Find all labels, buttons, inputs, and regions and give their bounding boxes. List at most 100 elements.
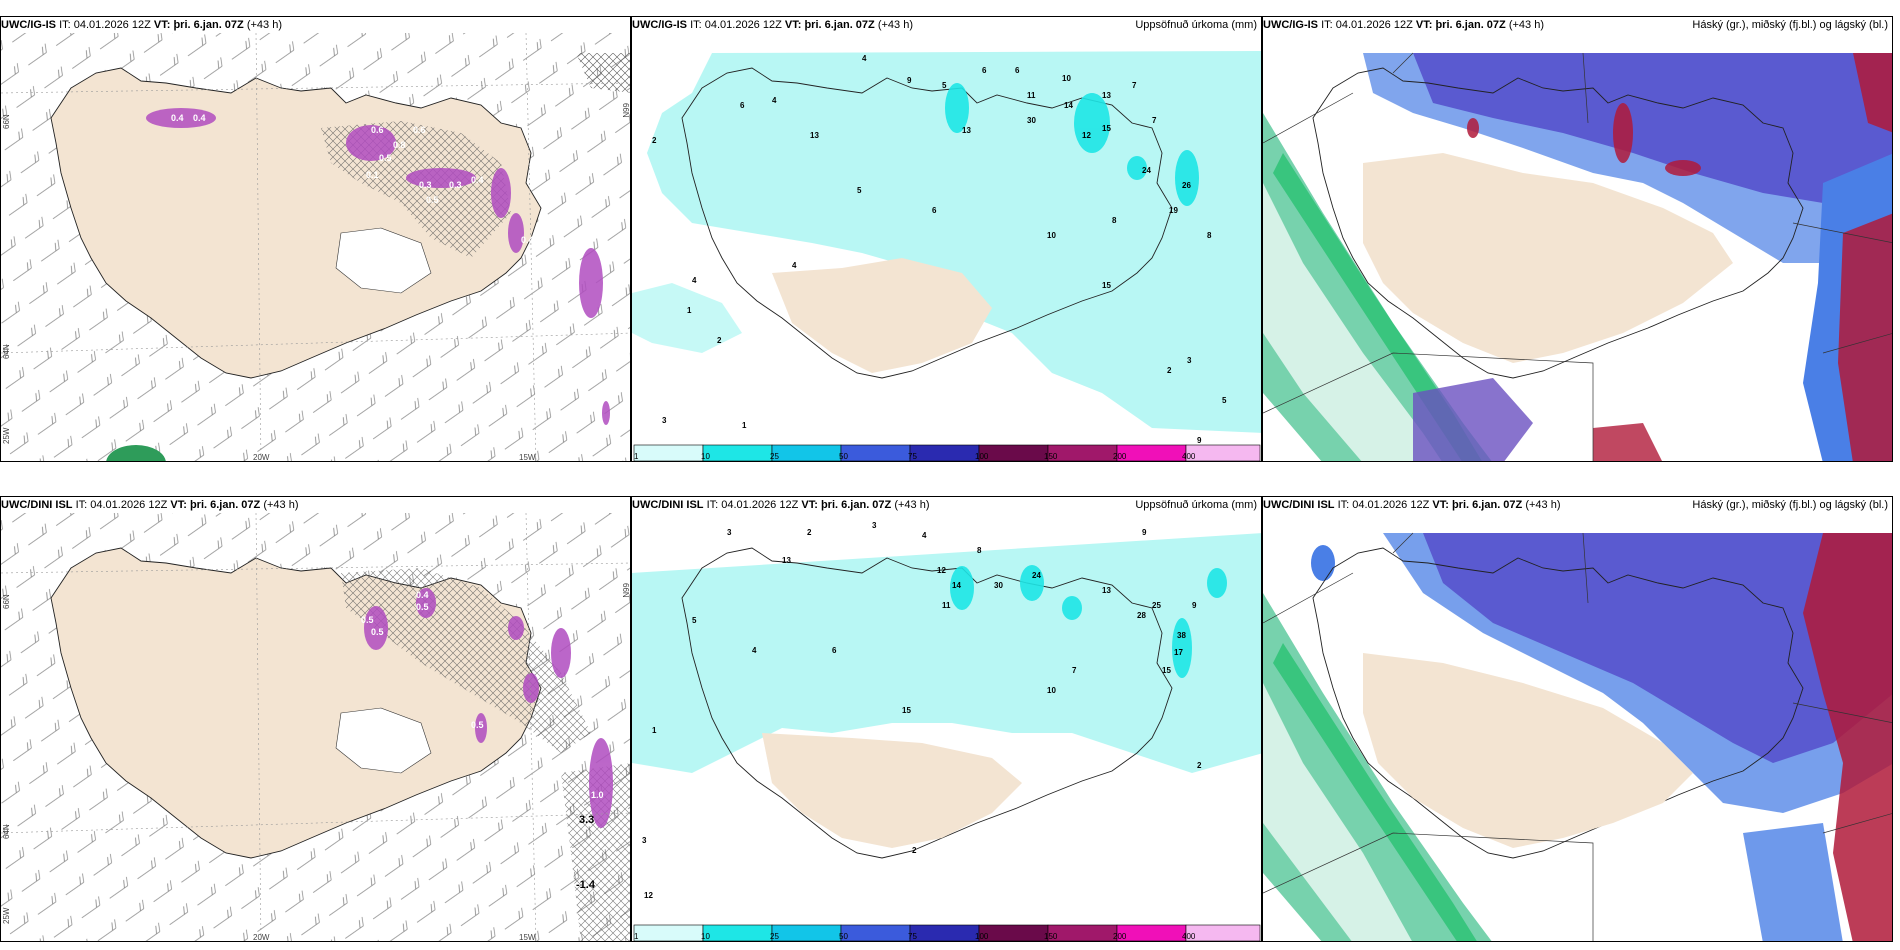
vt-value: þri. 6.jan. 07Z (1435, 19, 1506, 31)
precip-value: 1.0 (591, 790, 604, 800)
accum-value: 10 (1047, 231, 1056, 240)
vt-value: þri. 6.jan. 07Z (804, 19, 875, 31)
land-bare (772, 258, 992, 373)
colorbar (633, 444, 1261, 461)
panel-title: UWC/IG-IS IT: 04.01.2026 12Z VT: þri. 6.… (1263, 17, 1892, 33)
accum-value: 9 (1142, 528, 1147, 537)
cloud-blob (1311, 545, 1335, 581)
precip-value-labels: 0.4 0.4 0.6 0.6 0.3 0.5 0.3 0.4 0.8 0.5 … (171, 113, 592, 345)
colorbar-tick: 10 (701, 452, 710, 461)
panel-right-title: Uppsöfnuð úrkoma (mm) (1135, 499, 1257, 511)
accum-value: 1 (652, 726, 657, 735)
panel-title: UWC/DINI ISL IT: 04.01.2026 12Z VT: þri.… (1263, 497, 1892, 513)
lon-label-1: 20W (253, 933, 270, 942)
accum-value: 1 (742, 421, 747, 430)
green-band-inner (1263, 183, 1442, 461)
panel-title: UWC/IG-IS IT: 04.01.2026 12Z VT: þri. 6.… (1, 17, 630, 33)
it-label: IT: (75, 499, 88, 511)
colorbar-tick: 75 (908, 452, 917, 461)
precip-value: 0.5 (371, 627, 384, 637)
accum-value: 6 (740, 101, 745, 110)
colorbar-tick: 25 (770, 932, 779, 941)
accum-value: 13 (1102, 91, 1111, 100)
hatched-area-ne (576, 53, 630, 93)
boundary-lines (1263, 52, 1892, 461)
precip-value: 0.4 (171, 113, 184, 123)
lead-time: (+43 h) (1508, 19, 1544, 31)
accum-value: 2 (717, 336, 722, 345)
precip-cyan-areas (945, 83, 1199, 206)
cloud-map (1263, 513, 1892, 941)
iceland-land (1312, 67, 1804, 379)
land-bare (1363, 153, 1733, 363)
it-label: IT: (1337, 499, 1350, 511)
model-name: UWC/IG-IS (1, 19, 56, 31)
it-label: IT: (690, 19, 702, 31)
precip-value: 1.7 (579, 335, 592, 345)
precip-value: 0.5 (379, 153, 392, 163)
accum-value: 2 (1197, 761, 1202, 770)
colorbar-tick: 25 (770, 452, 779, 461)
accum-value: 4 (922, 531, 927, 540)
colorbar-tick: 75 (908, 932, 917, 941)
lat-label-2: 64N (2, 824, 11, 839)
colorbar-tick: 400 (1182, 452, 1196, 461)
wind-map: 66N 64N 25W 66N 20W 15W 0.5 0.4 0.5 0.5 … (1, 513, 630, 942)
lon-label-1: 20W (253, 453, 270, 462)
high-cloud-area (1413, 53, 1892, 203)
vt-label: VT: (801, 499, 818, 511)
precip-cyan-areas (950, 565, 1227, 678)
accum-value: 24 (1142, 166, 1151, 175)
vt-value: þri. 6.jan. 07Z (173, 19, 244, 31)
accum-value: 5 (1222, 396, 1227, 405)
accum-value: 17 (1174, 648, 1183, 657)
low-cloud-red (1467, 118, 1479, 138)
accum-value: 2 (807, 528, 812, 537)
accum-value: 6 (1015, 66, 1020, 75)
lon-label-2: 15W (519, 453, 536, 462)
accum-value: 6 (832, 646, 837, 655)
accum-value: 4 (772, 96, 777, 105)
accum-value: 13 (810, 131, 819, 140)
panel-right-title: Uppsöfnuð úrkoma (mm) (1135, 19, 1257, 31)
accum-value: 38 (1177, 631, 1186, 640)
colorbar-tick: 10 (701, 932, 710, 941)
min-max-labels: 3.3 -1.4 (576, 814, 596, 891)
high-cloud-area (1423, 533, 1892, 763)
precip-value: 0.5 (426, 195, 439, 205)
accum-value: 6 (982, 66, 987, 75)
accum-value: 9 (1192, 601, 1197, 610)
colorbar-ticks: 1 10 25 50 75 100 150 200 400 (632, 931, 1261, 941)
accum-map: 3 2 3 4 8 9 13 12 14 30 24 13 25 28 38 1… (632, 513, 1261, 941)
accum-value: 13 (1102, 586, 1111, 595)
accum-value: 2 (1167, 366, 1172, 375)
green-blob (106, 445, 166, 461)
colorbar-tick: 400 (1182, 932, 1196, 941)
low-cloud-red-ne (1853, 53, 1892, 133)
green-band-inner (1263, 683, 1412, 941)
wind-panel-row1: UWC/IG-IS IT: 04.01.2026 12Z VT: þri. 6.… (0, 16, 631, 462)
wind-panel-row2: UWC/DINI ISL IT: 04.01.2026 12Z VT: þri.… (0, 496, 631, 942)
cloud-panel-row1: UWC/IG-IS IT: 04.01.2026 12Z VT: þri. 6.… (1262, 16, 1893, 462)
accum-value: 15 (1102, 124, 1111, 133)
precip-value: 0.6 (413, 125, 426, 135)
low-cloud-south-red (1593, 423, 1662, 461)
colorbar-tick: 100 (975, 452, 989, 461)
it-value: 04.01.2026 12Z (1352, 499, 1430, 511)
panel-title: UWC/DINI ISL IT: 04.01.2026 12Z VT: þri.… (1, 497, 630, 513)
accum-value: 2 (912, 846, 917, 855)
vt-value: þri. 6.jan. 07Z (820, 499, 892, 511)
accum-value: 3 (642, 836, 647, 845)
precip-value: 0.4 (471, 175, 484, 185)
lon-label-2: 15W (519, 933, 536, 942)
accum-values: 4 9 5 6 6 11 10 13 7 4 2 6 13 30 14 12 1… (652, 54, 1227, 445)
accum-value: 9 (907, 76, 912, 85)
accum-value: 19 (1169, 206, 1178, 215)
accum-value: 2 (652, 136, 657, 145)
low-cloud-red (1665, 160, 1701, 176)
accum-value: 13 (962, 126, 971, 135)
it-label: IT: (59, 19, 71, 31)
colorbar-tick: 1 (634, 932, 639, 941)
precip-light-area-2 (632, 283, 742, 353)
accum-value: 11 (942, 601, 951, 610)
